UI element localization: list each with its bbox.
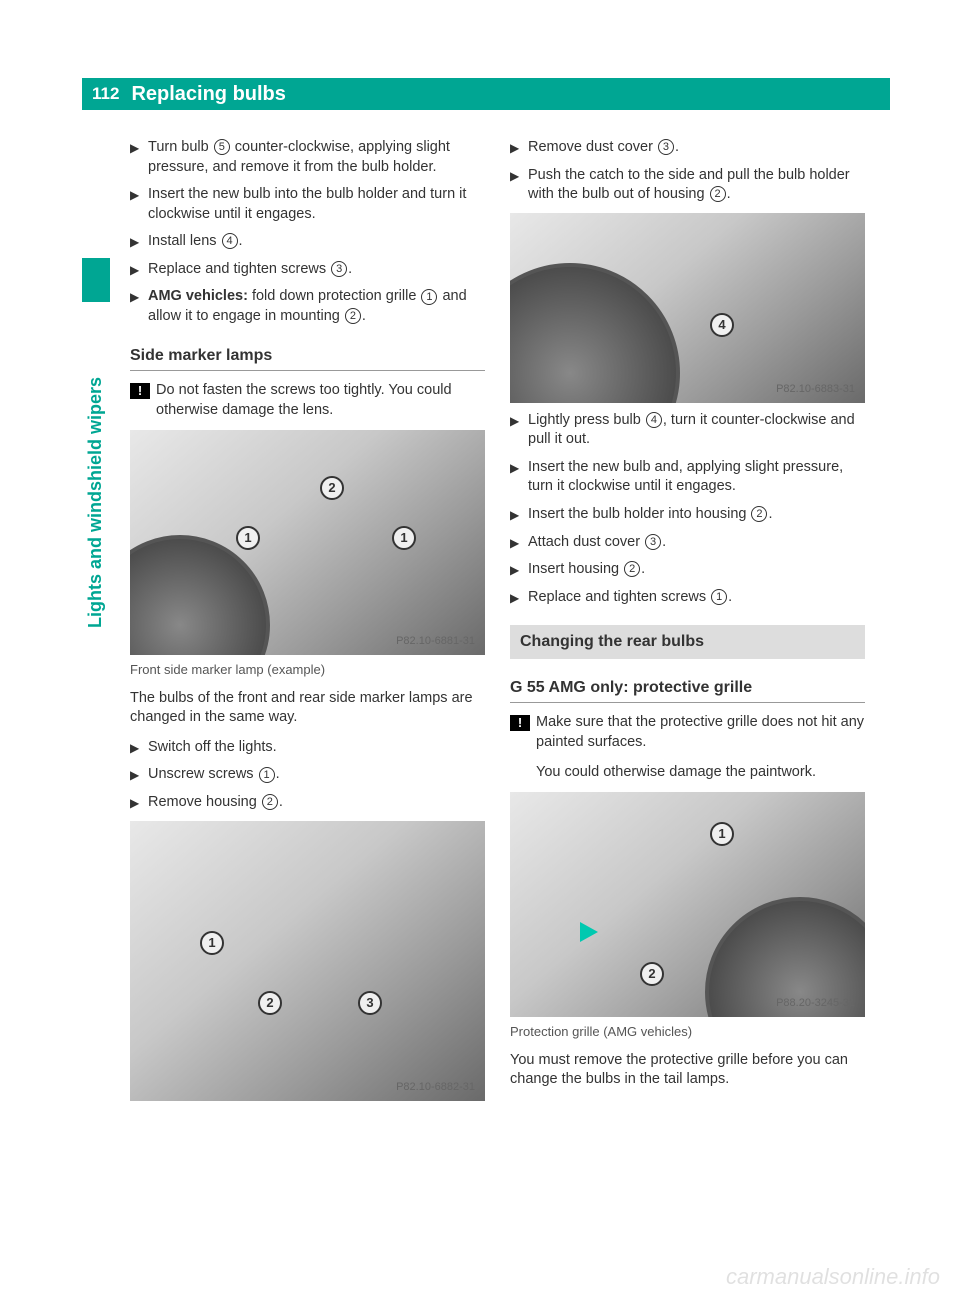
section-title-protective-grille: G 55 AMG only: protective grille <box>510 677 865 704</box>
step-item: ▶ AMG vehicles: fold down protection gri… <box>130 287 485 326</box>
watermark: carmanualsonline.info <box>726 1264 940 1290</box>
step-item: ▶ Unscrew screws 1. <box>130 765 485 785</box>
side-tab-marker <box>82 258 110 302</box>
step-item: ▶ Insert the new bulb and, applying slig… <box>510 458 865 497</box>
caution-note: ! Do not fasten the screws too tightly. … <box>130 381 485 420</box>
step-text: Replace and tighten screws 3. <box>148 260 485 280</box>
step-item: ▶ Switch off the lights. <box>130 738 485 758</box>
callout-2: 2 <box>320 476 344 500</box>
step-arrow-icon: ▶ <box>510 588 528 608</box>
step-text: Replace and tighten screws 1. <box>528 588 865 608</box>
step-arrow-icon: ▶ <box>510 411 528 450</box>
callout-2: 2 <box>258 991 282 1015</box>
step-arrow-icon: ▶ <box>130 738 148 758</box>
figure-front-side-marker: 1 2 1 P82.10-6881-31 <box>130 430 485 655</box>
step-arrow-icon: ▶ <box>510 138 528 158</box>
step-item: ▶ Push the catch to the side and pull th… <box>510 166 865 205</box>
step-arrow-icon: ▶ <box>510 458 528 497</box>
step-item: ▶ Install lens 4. <box>130 232 485 252</box>
step-arrow-icon: ▶ <box>130 260 148 280</box>
figure-label: P82.10-6883-31 <box>776 382 855 397</box>
callout-1b: 1 <box>392 526 416 550</box>
step-arrow-icon: ▶ <box>510 166 528 205</box>
caution-text: Do not fasten the screws too tightly. Yo… <box>156 381 485 420</box>
callout-1: 1 <box>236 526 260 550</box>
step-arrow-icon: ▶ <box>510 560 528 580</box>
step-item: ▶ Replace and tighten screws 3. <box>130 260 485 280</box>
callout-3: 3 <box>358 991 382 1015</box>
figure-caption: Protection grille (AMG vehicles) <box>510 1023 865 1041</box>
step-item: ▶ Remove housing 2. <box>130 793 485 813</box>
section-bar-rear-bulbs: Changing the rear bulbs <box>510 625 865 659</box>
figure-housing-removed: 1 2 3 P82.10-6882-31 <box>130 821 485 1101</box>
step-arrow-icon: ▶ <box>130 185 148 224</box>
callout-1: 1 <box>710 822 734 846</box>
caution-text-cont: You could otherwise damage the paintwork… <box>510 763 865 783</box>
chapter-title: Replacing bulbs <box>131 83 285 106</box>
step-text: Remove housing 2. <box>148 793 485 813</box>
step-arrow-icon: ▶ <box>130 287 148 326</box>
left-column: ▶ Turn bulb 5 counter-clockwise, applyin… <box>130 138 485 1107</box>
step-arrow-icon: ▶ <box>510 533 528 553</box>
step-text: Remove dust cover 3. <box>528 138 865 158</box>
step-text: Insert the new bulb and, applying slight… <box>528 458 865 497</box>
figure-caption: Front side marker lamp (example) <box>130 661 485 679</box>
callout-2: 2 <box>640 962 664 986</box>
step-arrow-icon: ▶ <box>130 138 148 177</box>
side-label: Lights and windshield wipers <box>85 377 106 628</box>
page-number: 112 <box>82 84 131 104</box>
step-item: ▶ Lightly press bulb 4, turn it counter-… <box>510 411 865 450</box>
direction-arrow-icon <box>580 922 598 942</box>
step-arrow-icon: ▶ <box>510 505 528 525</box>
step-item: ▶ Insert housing 2. <box>510 560 865 580</box>
wheel-graphic <box>130 535 270 655</box>
page-header: 112 Replacing bulbs <box>82 78 890 110</box>
step-arrow-icon: ▶ <box>130 232 148 252</box>
section-title-side-marker: Side marker lamps <box>130 345 485 372</box>
step-text: Insert the new bulb into the bulb holder… <box>148 185 485 224</box>
step-text: Unscrew screws 1. <box>148 765 485 785</box>
figure-label: P82.10-6881-31 <box>396 634 475 649</box>
right-column: ▶ Remove dust cover 3. ▶ Push the catch … <box>510 138 865 1100</box>
figure-protection-grille: 1 2 P88.20-3245-31 <box>510 792 865 1017</box>
step-arrow-icon: ▶ <box>130 793 148 813</box>
body-text: The bulbs of the front and rear side mar… <box>130 689 485 728</box>
step-text: Lightly press bulb 4, turn it counter-cl… <box>528 411 865 450</box>
step-item: ▶ Remove dust cover 3. <box>510 138 865 158</box>
caution-note: ! Make sure that the protective grille d… <box>510 713 865 752</box>
step-text: Switch off the lights. <box>148 738 485 758</box>
figure-label: P82.10-6882-31 <box>396 1080 475 1095</box>
callout-1: 1 <box>200 931 224 955</box>
step-item: ▶ Attach dust cover 3. <box>510 533 865 553</box>
figure-bulb-holder: 4 P82.10-6883-31 <box>510 213 865 403</box>
caution-icon: ! <box>510 715 530 731</box>
step-text: Attach dust cover 3. <box>528 533 865 553</box>
step-text: AMG vehicles: fold down protection grill… <box>148 287 485 326</box>
wheel-graphic <box>510 263 680 403</box>
step-text: Insert the bulb holder into housing 2. <box>528 505 865 525</box>
step-item: ▶ Insert the new bulb into the bulb hold… <box>130 185 485 224</box>
step-text: Insert housing 2. <box>528 560 865 580</box>
step-text: Turn bulb 5 counter-clockwise, applying … <box>148 138 485 177</box>
step-arrow-icon: ▶ <box>130 765 148 785</box>
figure-label: P88.20-3245-31 <box>776 996 855 1011</box>
callout-4: 4 <box>710 313 734 337</box>
caution-text: Make sure that the protective grille doe… <box>536 713 865 752</box>
step-item: ▶ Insert the bulb holder into housing 2. <box>510 505 865 525</box>
step-text: Install lens 4. <box>148 232 485 252</box>
step-text: Push the catch to the side and pull the … <box>528 166 865 205</box>
body-text: You must remove the protective grille be… <box>510 1051 865 1090</box>
caution-icon: ! <box>130 383 150 399</box>
step-item: ▶ Replace and tighten screws 1. <box>510 588 865 608</box>
step-item: ▶ Turn bulb 5 counter-clockwise, applyin… <box>130 138 485 177</box>
